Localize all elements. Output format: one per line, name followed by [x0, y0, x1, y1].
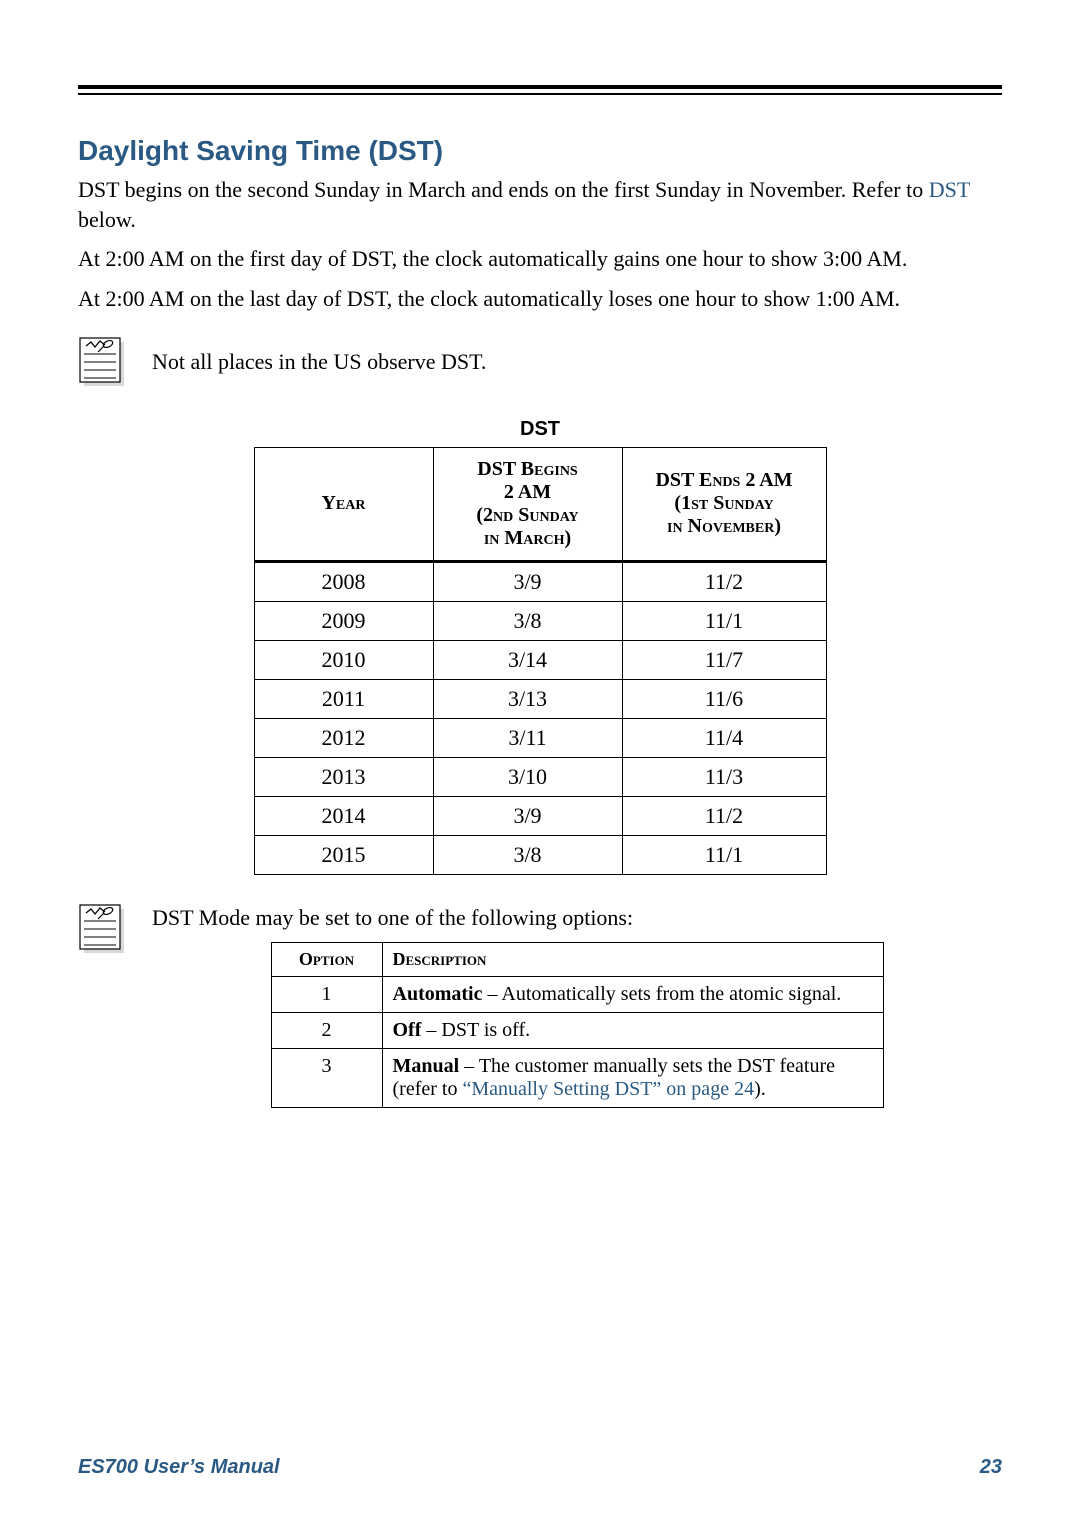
mode-wrap: DST Mode may be set to one of the follow…: [152, 903, 1002, 1109]
cell-begin: 3/8: [433, 835, 622, 874]
p1-text-b: below.: [78, 207, 136, 232]
cell-year: 2011: [254, 679, 433, 718]
cell-description: Automatic – Automatically sets from the …: [382, 977, 883, 1013]
table-row: 1 Automatic – Automatically sets from th…: [271, 977, 883, 1013]
dst-th-ends-l2: (1st Sunday: [674, 492, 773, 514]
cell-year: 2013: [254, 757, 433, 796]
options-header-row: Option Description: [271, 943, 883, 977]
cell-description: Off – DST is off.: [382, 1013, 883, 1049]
cell-year: 2012: [254, 718, 433, 757]
note-1-text: Not all places in the US observe DST.: [152, 349, 1002, 375]
cell-end: 11/2: [622, 796, 826, 835]
footer: ES700 User’s Manual 23: [78, 1456, 1002, 1479]
cell-begin: 3/14: [433, 640, 622, 679]
dst-th-begins-l1: DST Begins: [477, 458, 577, 480]
table-row: 20123/1111/4: [254, 718, 826, 757]
dst-th-begins-l3: (2nd Sunday: [476, 504, 578, 526]
dst-table-body: 20083/911/2 20093/811/1 20103/1411/7 201…: [254, 561, 826, 874]
manual-dst-link[interactable]: “Manually Setting DST” on page 24: [462, 1078, 754, 1100]
table-row: 20113/1311/6: [254, 679, 826, 718]
cell-end: 11/1: [622, 601, 826, 640]
dst-th-begins-l4: in March): [484, 527, 571, 549]
cell-begin: 3/9: [433, 796, 622, 835]
cell-year: 2014: [254, 796, 433, 835]
dst-th-ends-l1: DST Ends 2 AM: [655, 469, 792, 491]
dst-th-year: Year: [254, 447, 433, 561]
opt-bold: Manual: [393, 1055, 460, 1077]
opt-rest: – Automatically sets from the atomic sig…: [482, 983, 841, 1005]
cell-end: 11/6: [622, 679, 826, 718]
cell-begin: 3/13: [433, 679, 622, 718]
opt-bold: Off: [393, 1019, 422, 1041]
dst-th-begins-l2: 2 AM: [504, 481, 551, 503]
section-title: Daylight Saving Time (DST): [78, 135, 1002, 167]
dst-th-year-text: Year: [321, 492, 365, 514]
paragraph-1: DST begins on the second Sunday in March…: [78, 175, 1002, 234]
page: Daylight Saving Time (DST) DST begins on…: [0, 0, 1080, 1529]
cell-year: 2009: [254, 601, 433, 640]
note-2: DST Mode may be set to one of the follow…: [78, 903, 1002, 1109]
table-row: 2 Off – DST is off.: [271, 1013, 883, 1049]
cell-year: 2015: [254, 835, 433, 874]
dst-table-header-row: Year DST Begins 2 AM (2nd Sunday in Marc…: [254, 447, 826, 561]
cell-end: 11/3: [622, 757, 826, 796]
note-icon: [78, 336, 126, 388]
cell-description: Manual – The customer manually sets the …: [382, 1049, 883, 1108]
table-row: 20133/1011/3: [254, 757, 826, 796]
paragraph-3: At 2:00 AM on the last day of DST, the c…: [78, 284, 1002, 314]
mode-intro: DST Mode may be set to one of the follow…: [152, 903, 1002, 933]
options-th-option: Option: [271, 943, 382, 977]
cell-begin: 3/9: [433, 561, 622, 601]
cell-option: 3: [271, 1049, 382, 1108]
dst-th-begins: DST Begins 2 AM (2nd Sunday in March): [433, 447, 622, 561]
cell-end: 11/1: [622, 835, 826, 874]
footer-left: ES700 User’s Manual: [78, 1456, 280, 1479]
table-row: 3 Manual – The customer manually sets th…: [271, 1049, 883, 1108]
dst-th-ends: DST Ends 2 AM (1st Sunday in November): [622, 447, 826, 561]
cell-begin: 3/11: [433, 718, 622, 757]
dst-table: Year DST Begins 2 AM (2nd Sunday in Marc…: [254, 447, 827, 875]
table-row: 20143/911/2: [254, 796, 826, 835]
options-table: Option Description 1 Automatic – Automat…: [271, 942, 884, 1108]
note-1: Not all places in the US observe DST.: [78, 336, 1002, 388]
opt-tail: ).: [754, 1078, 766, 1100]
dst-link[interactable]: DST: [929, 177, 970, 202]
opt-bold: Automatic: [393, 983, 483, 1005]
options-body: 1 Automatic – Automatically sets from th…: [271, 977, 883, 1108]
top-rule: [78, 85, 1002, 95]
paragraph-2: At 2:00 AM on the first day of DST, the …: [78, 244, 1002, 274]
cell-end: 11/7: [622, 640, 826, 679]
dst-table-title: DST: [78, 418, 1002, 441]
cell-end: 11/4: [622, 718, 826, 757]
footer-page-number: 23: [980, 1456, 1002, 1479]
table-row: 20083/911/2: [254, 561, 826, 601]
table-row: 20093/811/1: [254, 601, 826, 640]
cell-option: 1: [271, 977, 382, 1013]
options-th-description: Description: [382, 943, 883, 977]
table-row: 20153/811/1: [254, 835, 826, 874]
p1-text-a: DST begins on the second Sunday in March…: [78, 177, 929, 202]
cell-year: 2008: [254, 561, 433, 601]
cell-option: 2: [271, 1013, 382, 1049]
note-icon: [78, 903, 126, 955]
dst-th-ends-l3: in November): [667, 515, 781, 537]
cell-end: 11/2: [622, 561, 826, 601]
table-row: 20103/1411/7: [254, 640, 826, 679]
cell-year: 2010: [254, 640, 433, 679]
cell-begin: 3/10: [433, 757, 622, 796]
opt-rest: – DST is off.: [421, 1019, 530, 1041]
cell-begin: 3/8: [433, 601, 622, 640]
